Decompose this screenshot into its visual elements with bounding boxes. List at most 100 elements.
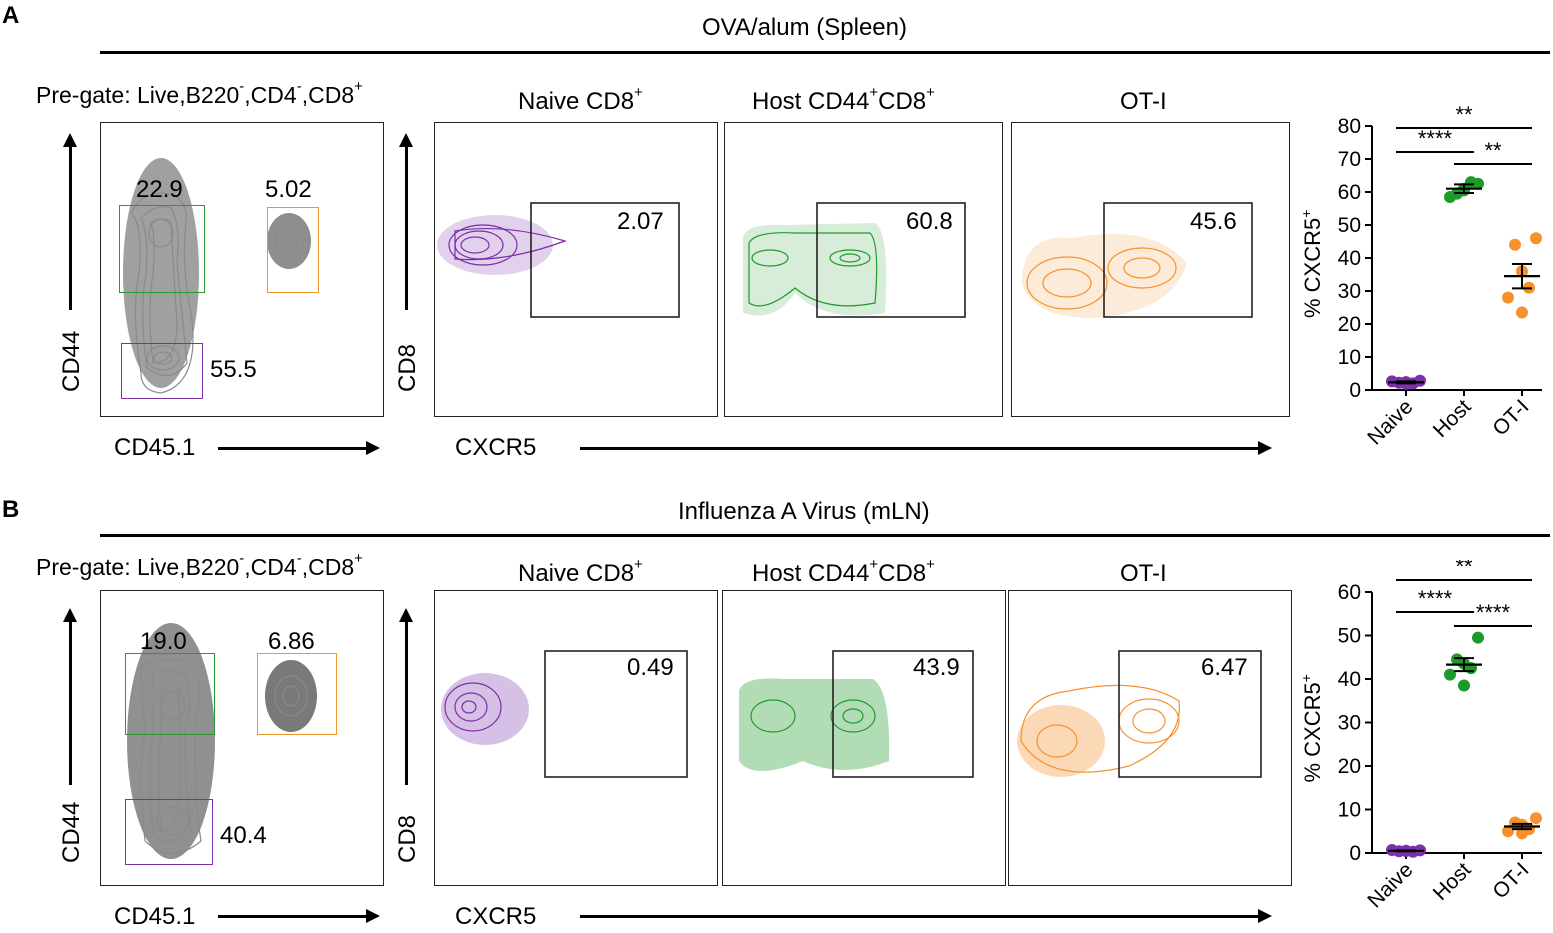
sub-yaxis-arrow-b	[399, 608, 413, 785]
x-tick-label: Host	[1429, 858, 1476, 905]
panel-a-title: OVA/alum (Spleen)	[702, 14, 907, 41]
data-point	[1516, 306, 1528, 319]
subplot-host-b	[722, 590, 1006, 886]
x-tick-label: Naive	[1363, 858, 1417, 912]
data-point	[1530, 812, 1542, 825]
naive-contours-a	[437, 202, 680, 318]
y-tick-label: 50	[1338, 625, 1361, 648]
gating-xlabel-b: CD45.1	[114, 903, 196, 930]
gating-ylabel-b: CD44	[58, 801, 85, 863]
y-tick-label: 80	[1338, 115, 1361, 138]
data-point	[1530, 232, 1542, 245]
y-tick-label: 10	[1338, 346, 1361, 369]
y-tick-label: 70	[1338, 148, 1361, 171]
gate-value-cd44hi: 22.9	[136, 176, 183, 203]
gate-cxcr5-oti-a	[1103, 202, 1253, 318]
host-contours-a	[743, 202, 966, 318]
y-tick-label: 60	[1338, 581, 1361, 604]
naive-contours-b	[441, 650, 688, 778]
oti-contours-a	[1022, 202, 1253, 318]
subplot-value-oti-b: 6.47	[1201, 654, 1248, 681]
y-tick-label: 20	[1338, 755, 1361, 778]
sub-xlabel-a: CXCR5	[455, 434, 537, 461]
data-point	[1458, 679, 1470, 692]
sig-label: ****	[1418, 586, 1453, 611]
panel-a-gating-plot	[100, 122, 384, 417]
y-tick-label: 50	[1338, 214, 1361, 237]
x-tick-label: Host	[1429, 395, 1476, 442]
host-contours-b	[739, 650, 974, 778]
gate-cd44hi	[119, 205, 205, 293]
dot-ylabel: % CXCR5+	[1298, 674, 1325, 782]
gate-cd44hi-b	[125, 653, 215, 735]
gate-value-oti-b: 6.86	[268, 628, 315, 655]
yaxis-arrow	[63, 133, 77, 310]
gate-cxcr5-oti-b	[1118, 650, 1262, 778]
sub-xaxis-arrow-b	[580, 909, 1272, 923]
sig-label: ****	[1476, 600, 1511, 625]
subplot-value-oti-a: 45.6	[1190, 208, 1237, 235]
gate-naive	[121, 343, 203, 399]
subplot-title-oti-b: OT-I	[1120, 560, 1167, 587]
panel-b-pregate: Pre-gate: Live,B220-,CD4-,CD8+	[36, 550, 363, 580]
sig-label: **	[1455, 560, 1473, 579]
y-tick-label: 0	[1349, 842, 1361, 865]
y-tick-label: 30	[1338, 280, 1361, 303]
gate-cxcr5-naive-a	[530, 202, 680, 318]
panel-b-rule	[100, 534, 1550, 537]
data-point	[1502, 825, 1514, 838]
subplot-value-host-a: 60.8	[906, 208, 953, 235]
gate-oti	[267, 207, 319, 293]
data-point	[1444, 190, 1456, 203]
sub-xlabel-b: CXCR5	[455, 903, 537, 930]
data-point	[1509, 238, 1521, 251]
subplot-value-host-b: 43.9	[913, 654, 960, 681]
data-point	[1516, 827, 1528, 840]
sub-xaxis-arrow-a	[580, 441, 1272, 455]
subplot-title-oti: OT-I	[1120, 88, 1167, 115]
data-point	[1472, 631, 1484, 644]
subplot-value-naive-b: 0.49	[627, 654, 674, 681]
y-tick-label: 10	[1338, 799, 1361, 822]
subplot-naive-b	[434, 590, 718, 886]
panel-a-gating-contours	[123, 158, 311, 394]
subplot-value-naive-a: 2.07	[617, 208, 664, 235]
panel-b-gating-contours	[127, 623, 317, 859]
y-tick-label: 30	[1338, 712, 1361, 735]
panel-a-pregate: Pre-gate: Live,B220-,CD4-,CD8+	[36, 78, 363, 108]
gate-value-oti: 5.02	[265, 176, 312, 203]
gate-cxcr5-naive-b	[544, 650, 688, 778]
panel-letter-b: B	[2, 496, 20, 523]
gate-oti-b	[257, 653, 337, 735]
gate-value-naive-b: 40.4	[220, 822, 267, 849]
xaxis-arrow-b	[218, 909, 380, 923]
y-tick-label: 20	[1338, 313, 1361, 336]
gate-cxcr5-host-a	[816, 202, 966, 318]
sub-ylabel-a: CD8	[394, 343, 421, 392]
panel-a-rule	[100, 51, 1550, 54]
y-tick-label: 60	[1338, 181, 1361, 204]
panel-letter-a: A	[2, 2, 20, 29]
dot-ylabel: % CXCR5+	[1298, 210, 1325, 318]
gating-ylabel: CD44	[58, 330, 85, 392]
subplot-oti-b	[1008, 590, 1292, 886]
sub-ylabel-b: CD8	[394, 814, 421, 863]
gate-cxcr5-host-b	[832, 650, 974, 778]
panel-b-gating-plot	[100, 590, 384, 886]
subplot-title-host-b: Host CD44+CD8+	[752, 556, 935, 587]
sub-yaxis-arrow-a	[399, 133, 413, 310]
gating-xlabel: CD45.1	[114, 434, 196, 461]
gate-value-cd44hi-b: 19.0	[140, 628, 187, 655]
sig-label: **	[1484, 138, 1502, 163]
subplot-host-a	[724, 122, 1003, 417]
sig-label: ****	[1418, 126, 1453, 151]
panel-b-title: Influenza A Virus (mLN)	[678, 498, 930, 525]
x-tick-label: OT-I	[1488, 395, 1533, 440]
subplot-naive-a	[434, 122, 718, 417]
xaxis-arrow	[218, 441, 380, 455]
gate-naive-b	[125, 799, 213, 865]
x-tick-label: Naive	[1363, 395, 1417, 449]
subplot-oti-a	[1011, 122, 1290, 417]
y-tick-label: 40	[1338, 668, 1361, 691]
